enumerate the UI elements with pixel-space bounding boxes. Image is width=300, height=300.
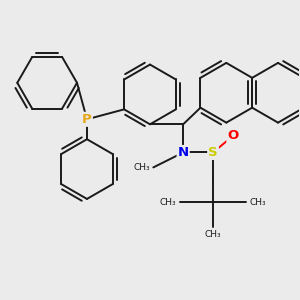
Text: CH₃: CH₃ (160, 198, 176, 207)
Text: N: N (178, 146, 189, 159)
Text: O: O (227, 129, 239, 142)
Text: CH₃: CH₃ (205, 230, 221, 239)
Text: P: P (82, 113, 92, 126)
Text: CH₃: CH₃ (134, 163, 150, 172)
Text: S: S (208, 146, 218, 159)
Text: CH₃: CH₃ (250, 198, 266, 207)
